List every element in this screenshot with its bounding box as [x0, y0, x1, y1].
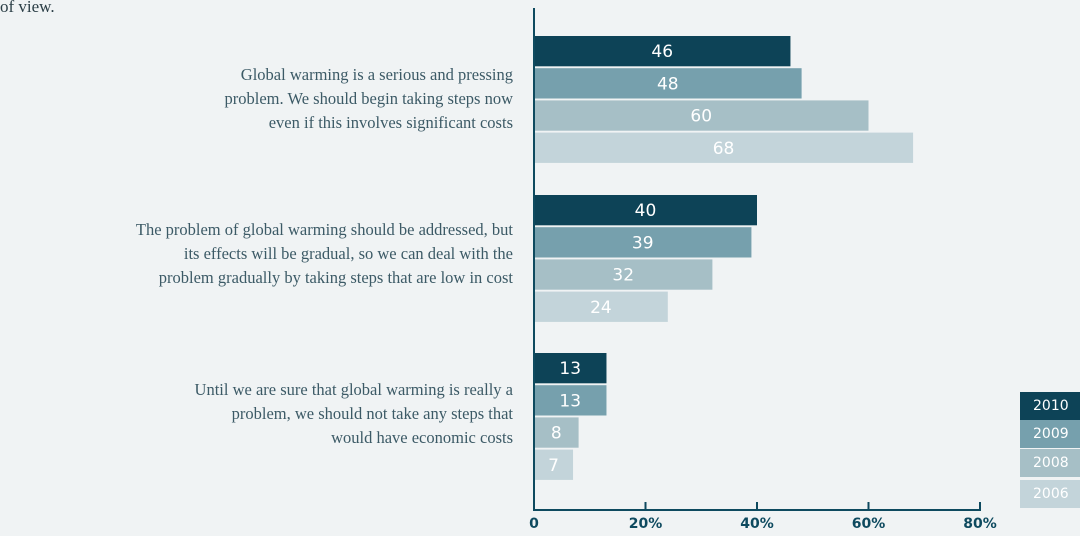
category-label-line: problem, we should not take any steps th… [231, 404, 513, 423]
category-label-1: Global warming is a serious and pressing… [0, 63, 513, 135]
bar-value-label: 48 [657, 74, 679, 94]
x-tick-label: 60% [852, 516, 886, 532]
bar-value-label: 60 [690, 107, 712, 127]
x-tick-label: 40% [740, 516, 774, 532]
bar-value-label: 7 [548, 456, 559, 476]
bar-value-label: 13 [559, 359, 581, 379]
legend-item-2006: 2006 [1020, 480, 1080, 508]
bar-value-label: 46 [651, 42, 673, 62]
bar-2010-cat2 [534, 195, 757, 226]
legend-item-2010: 2010 [1020, 392, 1080, 420]
legend-label: 2010 [1033, 398, 1069, 414]
bar-2008-cat2 [534, 259, 713, 290]
bar-2008-cat1 [534, 100, 869, 131]
x-tick-label: 80% [963, 516, 997, 532]
category-label-line: Global warming is a serious and pressing [240, 65, 513, 84]
bar-value-label: 32 [612, 266, 634, 286]
bar-value-label: 24 [590, 298, 612, 318]
category-label-line: The problem of global warming should be … [135, 220, 513, 239]
bar-2010-cat3 [534, 353, 607, 384]
legend-label: 2009 [1033, 426, 1069, 442]
bar-2009-cat3 [534, 385, 607, 416]
bar-value-label: 8 [551, 424, 562, 444]
category-label-line: problem gradually by taking steps that a… [158, 268, 513, 287]
bar-2006-cat2 [534, 291, 668, 322]
category-label-line: its effects will be gradual, so we can d… [183, 244, 513, 263]
category-label-2: The problem of global warming should be … [0, 218, 513, 290]
x-tick-label: 20% [629, 516, 663, 532]
bar-value-label: 39 [632, 233, 654, 253]
bar-value-label: 40 [635, 201, 657, 221]
bar-2006-cat1 [534, 132, 914, 163]
x-tick-label: 0 [529, 516, 539, 532]
bar-2008-cat3 [534, 417, 579, 448]
bar-2009-cat1 [534, 68, 802, 99]
bar-value-label: 68 [713, 139, 735, 159]
bar-2006-cat3 [534, 449, 574, 480]
bar-2010-cat1 [534, 36, 791, 67]
category-label-3: Until we are sure that global warming is… [0, 378, 513, 450]
category-label-line: Until we are sure that global warming is… [194, 380, 513, 399]
category-label-line: would have economic costs [331, 428, 513, 447]
bar-value-label: 13 [559, 391, 581, 411]
legend-label: 2006 [1033, 486, 1069, 502]
legend-item-2008: 2008 [1020, 449, 1080, 477]
legend-label: 2008 [1033, 455, 1069, 471]
bar-2009-cat2 [534, 227, 752, 258]
intro-text: of view. [0, 0, 55, 16]
legend-item-2009: 2009 [1020, 420, 1080, 448]
category-label-line: even if this involves significant costs [268, 113, 513, 132]
category-label-line: problem. We should begin taking steps no… [224, 89, 513, 108]
